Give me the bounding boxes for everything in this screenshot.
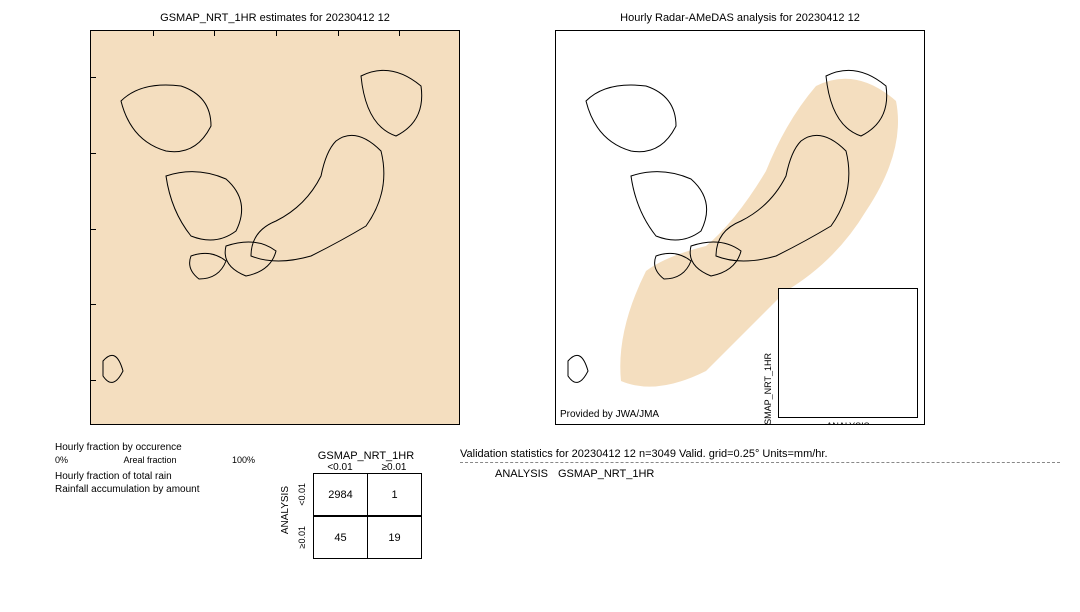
coastlines-left bbox=[91, 31, 460, 425]
xtick: 130°E bbox=[201, 424, 228, 425]
validation-table: ANALYSISGSMAP_NRT_1HR bbox=[460, 465, 660, 483]
xtick: 140°E bbox=[324, 424, 351, 425]
contingency-table: GSMAP_NRT_1HR ANALYSIS <0.01 ≥0.01 <0.01… bbox=[280, 450, 422, 559]
hourly-fraction-occurence: Hourly fraction by occurence 0% Areal fr… bbox=[55, 440, 255, 497]
right-map-title: Hourly Radar-AMeDAS analysis for 2023041… bbox=[555, 12, 925, 24]
validation-stats: Validation statistics for 20230412 12 n=… bbox=[460, 448, 1060, 483]
left-map: 25°N30°N35°N40°N45°N 125°E130°E135°E140°… bbox=[90, 30, 460, 425]
xtick: 135°E bbox=[262, 424, 289, 425]
right-map: Provided by JWA/JMA ANALYSIS GSMAP_NRT_1… bbox=[555, 30, 925, 425]
scatter-plot: ANALYSIS GSMAP_NRT_1HR bbox=[778, 288, 918, 418]
validation-header: Validation statistics for 20230412 12 n=… bbox=[460, 448, 1060, 463]
scatter-xlabel: ANALYSIS bbox=[826, 421, 869, 425]
map-credit: Provided by JWA/JMA bbox=[560, 409, 659, 420]
scatter-ylabel: GSMAP_NRT_1HR bbox=[763, 353, 773, 425]
left-map-title: GSMAP_NRT_1HR estimates for 20230412 12 bbox=[90, 12, 460, 24]
xtick: 125°E bbox=[139, 424, 166, 425]
xtick: 145°E bbox=[386, 424, 413, 425]
